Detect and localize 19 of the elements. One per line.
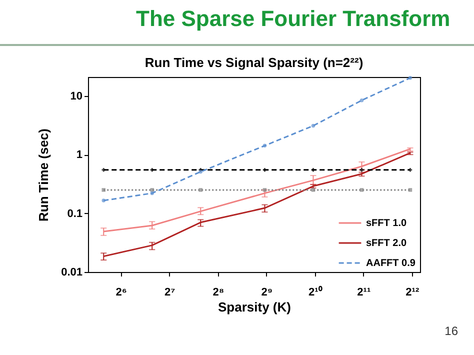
- y-tick-label: 0.01: [61, 266, 82, 278]
- x-tick-label: 2⁸: [212, 286, 224, 298]
- x-tick-label: 2⁶: [116, 286, 127, 298]
- y-tick-label: 1: [76, 149, 82, 162]
- x-tick-label: 2⁷: [164, 286, 176, 298]
- x-tick-label: 2¹¹: [357, 286, 371, 298]
- y-tick-label: 0.1: [67, 208, 82, 220]
- x-tick-label: 2¹²: [406, 286, 420, 298]
- legend-label: sFFT 1.0: [366, 218, 408, 229]
- y-tick-label: 10: [70, 90, 82, 102]
- text: The Sparse Fourier Transform: [136, 6, 450, 32]
- x-tick-label: 2⁹: [261, 286, 273, 298]
- text: 16: [444, 324, 458, 338]
- legend-label: AAFFT 0.9: [366, 258, 416, 269]
- legend-label: sFFT 2.0: [366, 238, 408, 249]
- x-axis-title: Sparsity (K): [218, 300, 291, 314]
- x-tick-label: 2¹⁰: [308, 286, 322, 298]
- chart-title: Run Time vs Signal Sparsity (n=2²²): [144, 54, 364, 70]
- y-axis-title: Run Time (sec): [36, 128, 52, 222]
